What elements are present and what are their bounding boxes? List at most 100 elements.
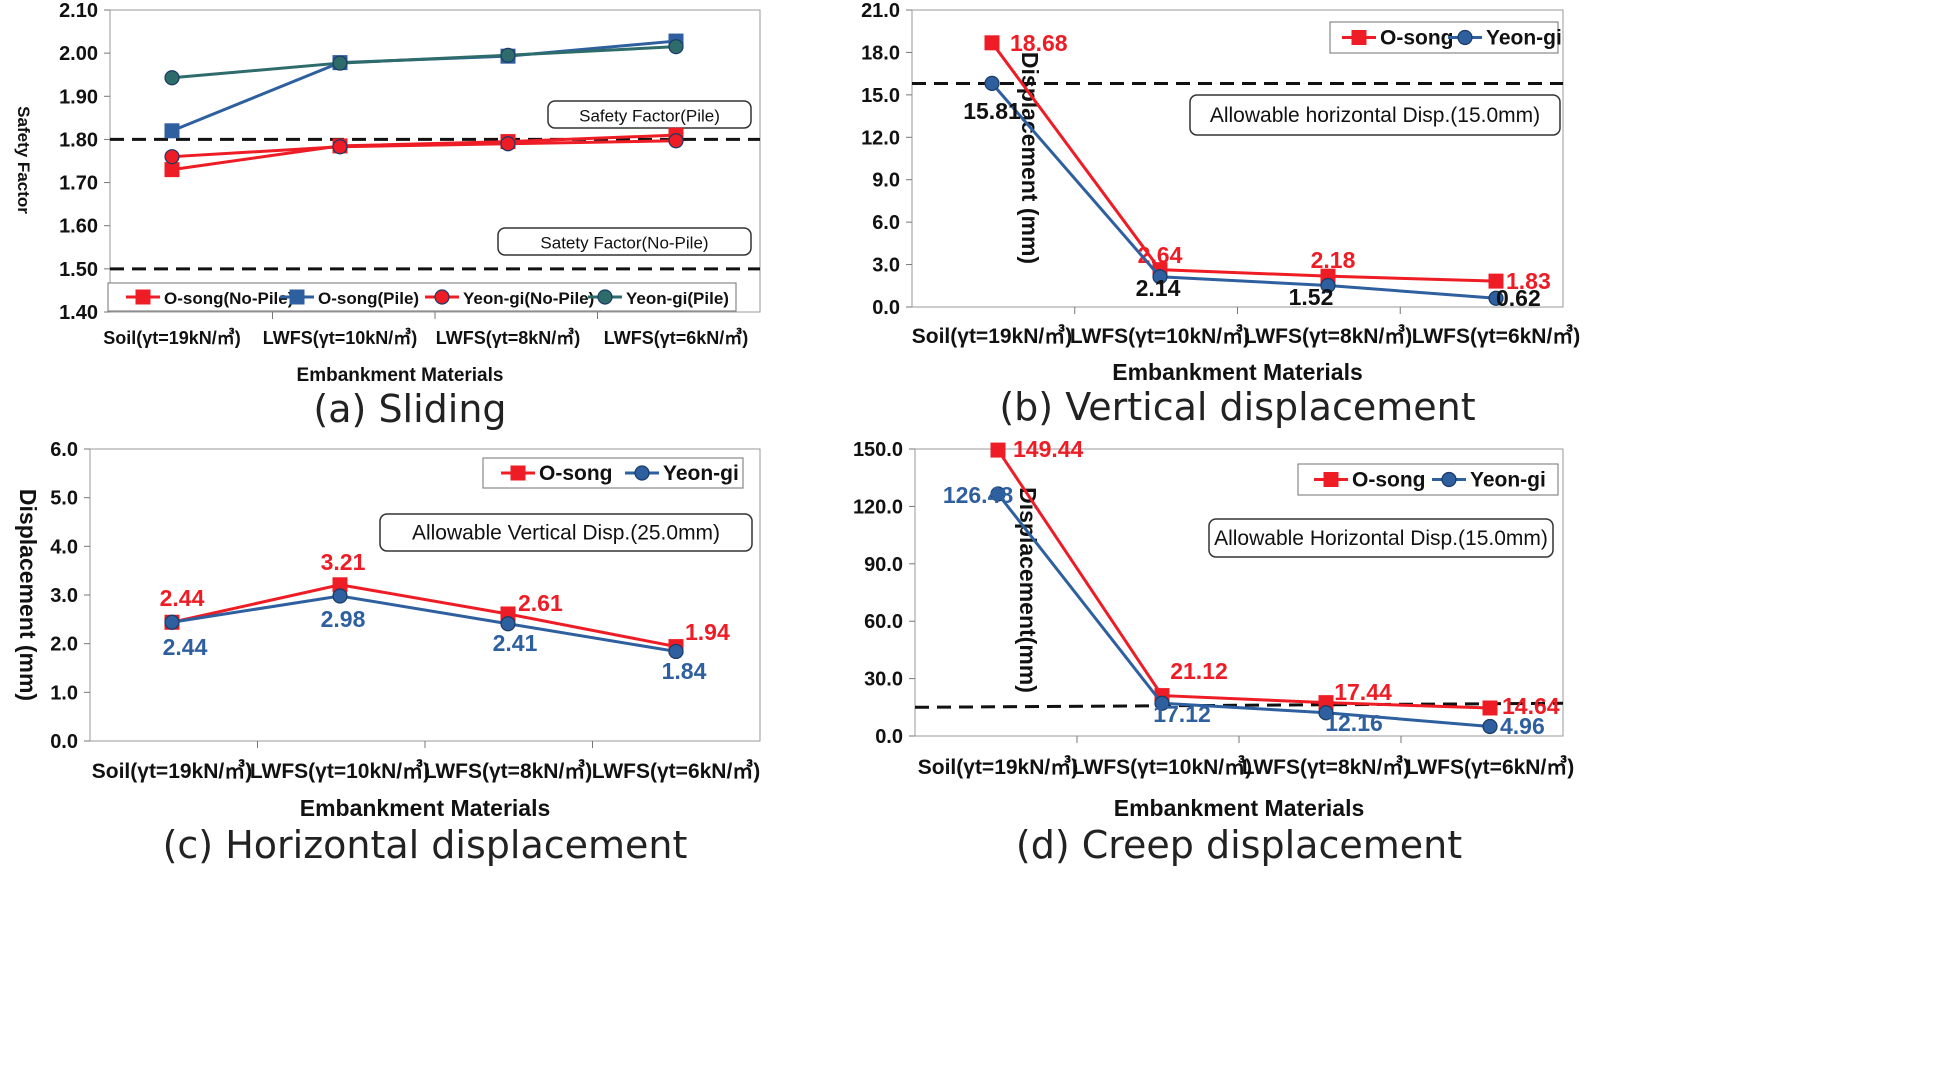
x-tick-label: Soil(γt=19kN/㎥) [918,755,1078,779]
data-point [332,588,348,604]
x-tick-label: LWFS(γt=8kN/㎥) [436,327,581,348]
annotation-label: Safety Factor(Pile) [579,107,720,126]
data-point [164,123,180,139]
data-label: 2.61 [518,590,563,616]
legend-marker [1351,30,1367,45]
chart-caption: (d) Creep displacement [1016,823,1462,867]
annotation-label: Allowable horizontal Disp.(15.0mm) [1210,104,1540,127]
y-tick-label: 9.0 [872,170,900,192]
data-label: 1.52 [1289,284,1334,310]
data-point [1482,718,1498,735]
plot-area [914,448,1564,737]
y-tick-label: 5.0 [50,488,78,510]
y-tick-label: 60.0 [864,611,903,633]
legend: O-song(No-Pile) O-song(Pile) Yeon-gi(No-Pi… [107,282,737,312]
y-axis-title: Safety Factor [14,106,33,214]
data-point [990,486,1006,502]
annotation-label: Allowable Horizontal Disp.(15.0mm) [1214,527,1548,550]
data-point [668,133,684,149]
series-yeon-gi-pile- [164,39,684,86]
data-label: 15.81 [963,98,1021,124]
data-point [668,643,684,660]
chart-caption: (a) Sliding [313,387,506,431]
series-yeon-gi-no-pile- [164,133,684,165]
chart-caption: (c) Horizontal displacement [163,823,688,867]
legend-label: Yeon-gi [663,462,739,485]
x-axis-title: Embankment Materials [300,795,551,821]
data-label: 14.64 [1502,693,1560,719]
data-point [500,616,516,632]
y-axis-title: Displacement (mm) [1017,52,1043,264]
y-tick-label: 0.0 [875,726,903,748]
chart-panel-b: 0.0 3.0 6.0 9.0 12.0 15.0 18.0 21.0 Soil(γt=19kN… [861,0,1580,429]
series-line [171,583,677,649]
data-point [164,149,180,165]
data-label: 126.48 [943,482,1014,508]
legend-marker [1323,472,1339,487]
series-yeon-gi: 2.44 2.98 2.41 1.84 [163,588,707,684]
series-yeon-gi: 15.81 2.14 1.52 0.62 [963,75,1541,311]
data-label: 2.64 [1138,242,1183,268]
legend-label: O-song [1380,27,1454,50]
legend-label: Yeon-gi(Pile) [626,289,729,308]
x-axis-title: Embankment Materials [1114,795,1365,821]
data-label: 1.94 [685,619,730,645]
legend: O-song Yeon-gi [1329,21,1562,54]
series-o-song: 18.68 2.64 2.18 1.83 [984,30,1551,294]
y-tick-label: 18.0 [861,42,900,64]
y-tick-label: 15.0 [861,85,900,107]
x-tick-label: LWFS(γt=10kN/㎥) [263,327,418,348]
x-tick-label: LWFS(γt=10kN/㎥) [1072,755,1252,779]
legend-label: O-song [539,462,613,485]
x-tick-label: LWFS(γt=8kN/㎥) [1244,324,1413,348]
chart-caption: (b) Vertical displacement [999,385,1475,429]
data-point [1318,705,1334,721]
data-label: 2.44 [163,634,208,660]
data-point [1152,269,1168,285]
plot-area [911,9,1564,308]
legend-label: Yeon-gi [1486,27,1562,50]
x-tick-label: LWFS(γt=8kN/㎥) [1242,755,1411,779]
data-label: 2.18 [1311,247,1356,273]
data-point [1488,290,1504,306]
plot-area [109,9,761,313]
legend-box [107,282,737,312]
x-tick-label: LWFS(γt=8kN/㎥) [424,759,593,783]
data-point [164,162,180,178]
chart-panel-a: 1.40 1.50 1.60 1.70 1.80 1.90 2.00 2.10 Soil(γt=… [14,0,761,431]
y-tick-label: 2.10 [59,0,98,22]
y-tick-label: 2.0 [50,634,78,656]
series-line [171,45,677,80]
legend-label: O-song [1352,469,1426,492]
legend-marker [1441,471,1457,488]
legend-marker [510,465,526,481]
legend: O-song Yeon-gi [1297,463,1559,496]
series-line [990,41,1497,283]
y-tick-label: 0.0 [50,731,78,753]
y-tick-label: 1.50 [59,259,98,281]
y-tick-label: 21.0 [861,0,900,22]
annotation-box [379,513,753,552]
data-point [984,75,1000,92]
x-tick-label: LWFS(γt=10kN/㎥) [1070,324,1250,348]
legend-box [1297,463,1559,496]
x-axis-title: Embankment Materials [297,365,504,386]
data-label: 17.44 [1334,679,1392,705]
series-line [171,133,677,172]
legend-marker [1457,29,1473,46]
x-tick-label: Soil(γt=19kN/㎥) [912,324,1072,348]
data-point [500,136,516,152]
data-point [164,70,180,86]
x-axis-title: Embankment Materials [1112,359,1363,385]
legend-marker [135,289,151,305]
y-tick-label: 12.0 [861,127,900,149]
data-label: 2.14 [1136,275,1181,301]
x-tick-label: Soil(γt=19kN/㎥) [92,759,252,783]
annotation-label: Satety Factor(No-Pile) [540,234,708,253]
y-axis-title: Displacement (mm) [15,489,41,701]
legend-marker [634,465,650,481]
data-point [164,614,180,630]
series-o-song: 2.44 3.21 2.61 1.94 [160,549,730,655]
